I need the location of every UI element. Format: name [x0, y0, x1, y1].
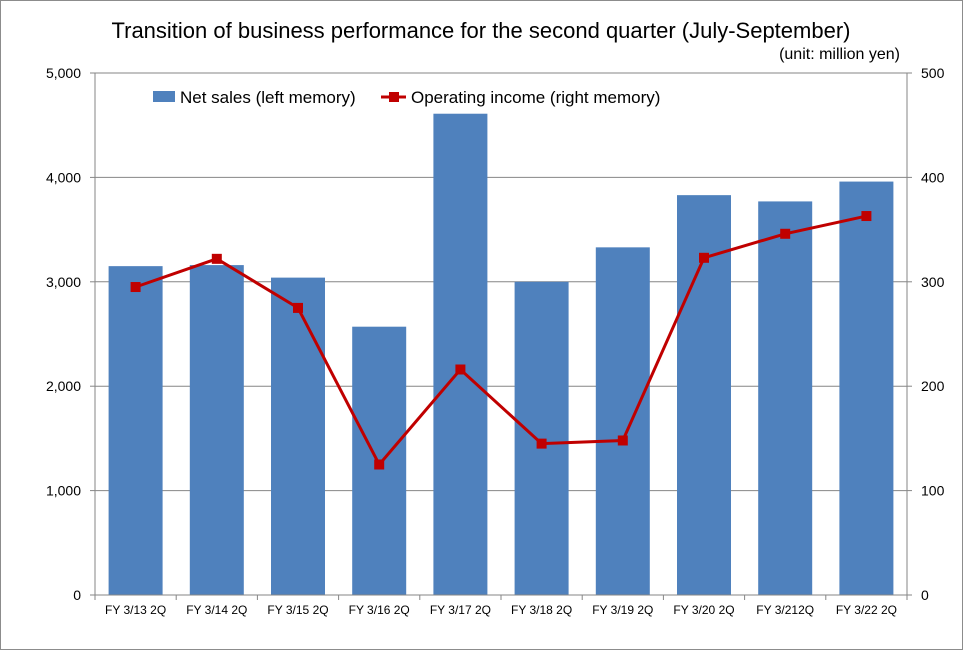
left-tick-label: 2,000 — [46, 378, 81, 394]
legend: Net sales (left memory) Operating income … — [153, 88, 660, 107]
operating-income-line — [135, 214, 867, 468]
legend-marker-operating-income — [389, 92, 399, 102]
bar[interactable] — [433, 113, 488, 595]
line-point[interactable] — [699, 252, 709, 263]
x-tick-label: FY 3/212Q — [756, 603, 814, 617]
right-tick-label: 0 — [921, 587, 929, 603]
x-tick-label: FY 3/20 2Q — [673, 603, 734, 617]
bar-series — [108, 113, 894, 596]
bar[interactable] — [108, 266, 163, 595]
x-tick-label: FY 3/13 2Q — [105, 603, 166, 617]
unit-note: (unit: million yen) — [779, 46, 900, 63]
line-point[interactable] — [780, 228, 791, 239]
axes — [90, 72, 912, 600]
left-tick-label: 1,000 — [46, 483, 81, 499]
left-tick-label: 4,000 — [46, 169, 81, 185]
bar[interactable] — [595, 247, 650, 595]
line-point[interactable] — [130, 282, 141, 293]
bar[interactable] — [189, 265, 244, 595]
line-point[interactable] — [455, 364, 466, 375]
line-series — [130, 211, 872, 470]
line-point[interactable] — [211, 253, 222, 264]
line-point[interactable] — [374, 459, 385, 470]
bar[interactable] — [758, 201, 813, 596]
bar[interactable] — [271, 277, 325, 595]
right-tick-label: 500 — [921, 65, 945, 81]
x-tick-label: FY 3/19 2Q — [592, 603, 653, 617]
line-point[interactable] — [617, 435, 628, 446]
chart-title: Transition of business performance for t… — [112, 18, 851, 43]
x-tick-label: FY 3/14 2Q — [186, 603, 247, 617]
bar[interactable] — [514, 281, 569, 595]
legend-label-operating-income: Operating income (right memory) — [411, 88, 660, 107]
legend-label-net-sales: Net sales (left memory) — [180, 88, 356, 107]
right-tick-label: 100 — [921, 483, 945, 499]
x-tick-label: FY 3/18 2Q — [511, 603, 572, 617]
right-tick-label: 200 — [921, 378, 945, 394]
x-tick-label: FY 3/22 2Q — [836, 603, 897, 617]
bar[interactable] — [839, 181, 894, 596]
legend-swatch-net-sales — [153, 91, 175, 102]
x-tick-label: FY 3/16 2Q — [349, 603, 410, 617]
left-tick-label: 0 — [73, 587, 81, 603]
left-tick-label: 5,000 — [46, 65, 81, 81]
x-axis-ticks: FY 3/13 2Q FY 3/14 2Q FY 3/15 2Q FY 3/16 2Q… — [105, 603, 897, 617]
line-point[interactable] — [861, 211, 872, 222]
line-point[interactable] — [293, 302, 303, 313]
left-tick-label: 3,000 — [46, 274, 81, 290]
line-point[interactable] — [536, 438, 547, 449]
right-axis-ticks: 0 100 200 300 400 500 — [921, 65, 945, 603]
right-tick-label: 400 — [921, 169, 945, 185]
right-tick-label: 300 — [921, 274, 945, 290]
left-axis-ticks: 0 1,000 2,000 3,000 4,000 5,000 — [46, 65, 81, 603]
x-tick-label: FY 3/17 2Q — [430, 603, 491, 617]
x-tick-label: FY 3/15 2Q — [267, 603, 328, 617]
